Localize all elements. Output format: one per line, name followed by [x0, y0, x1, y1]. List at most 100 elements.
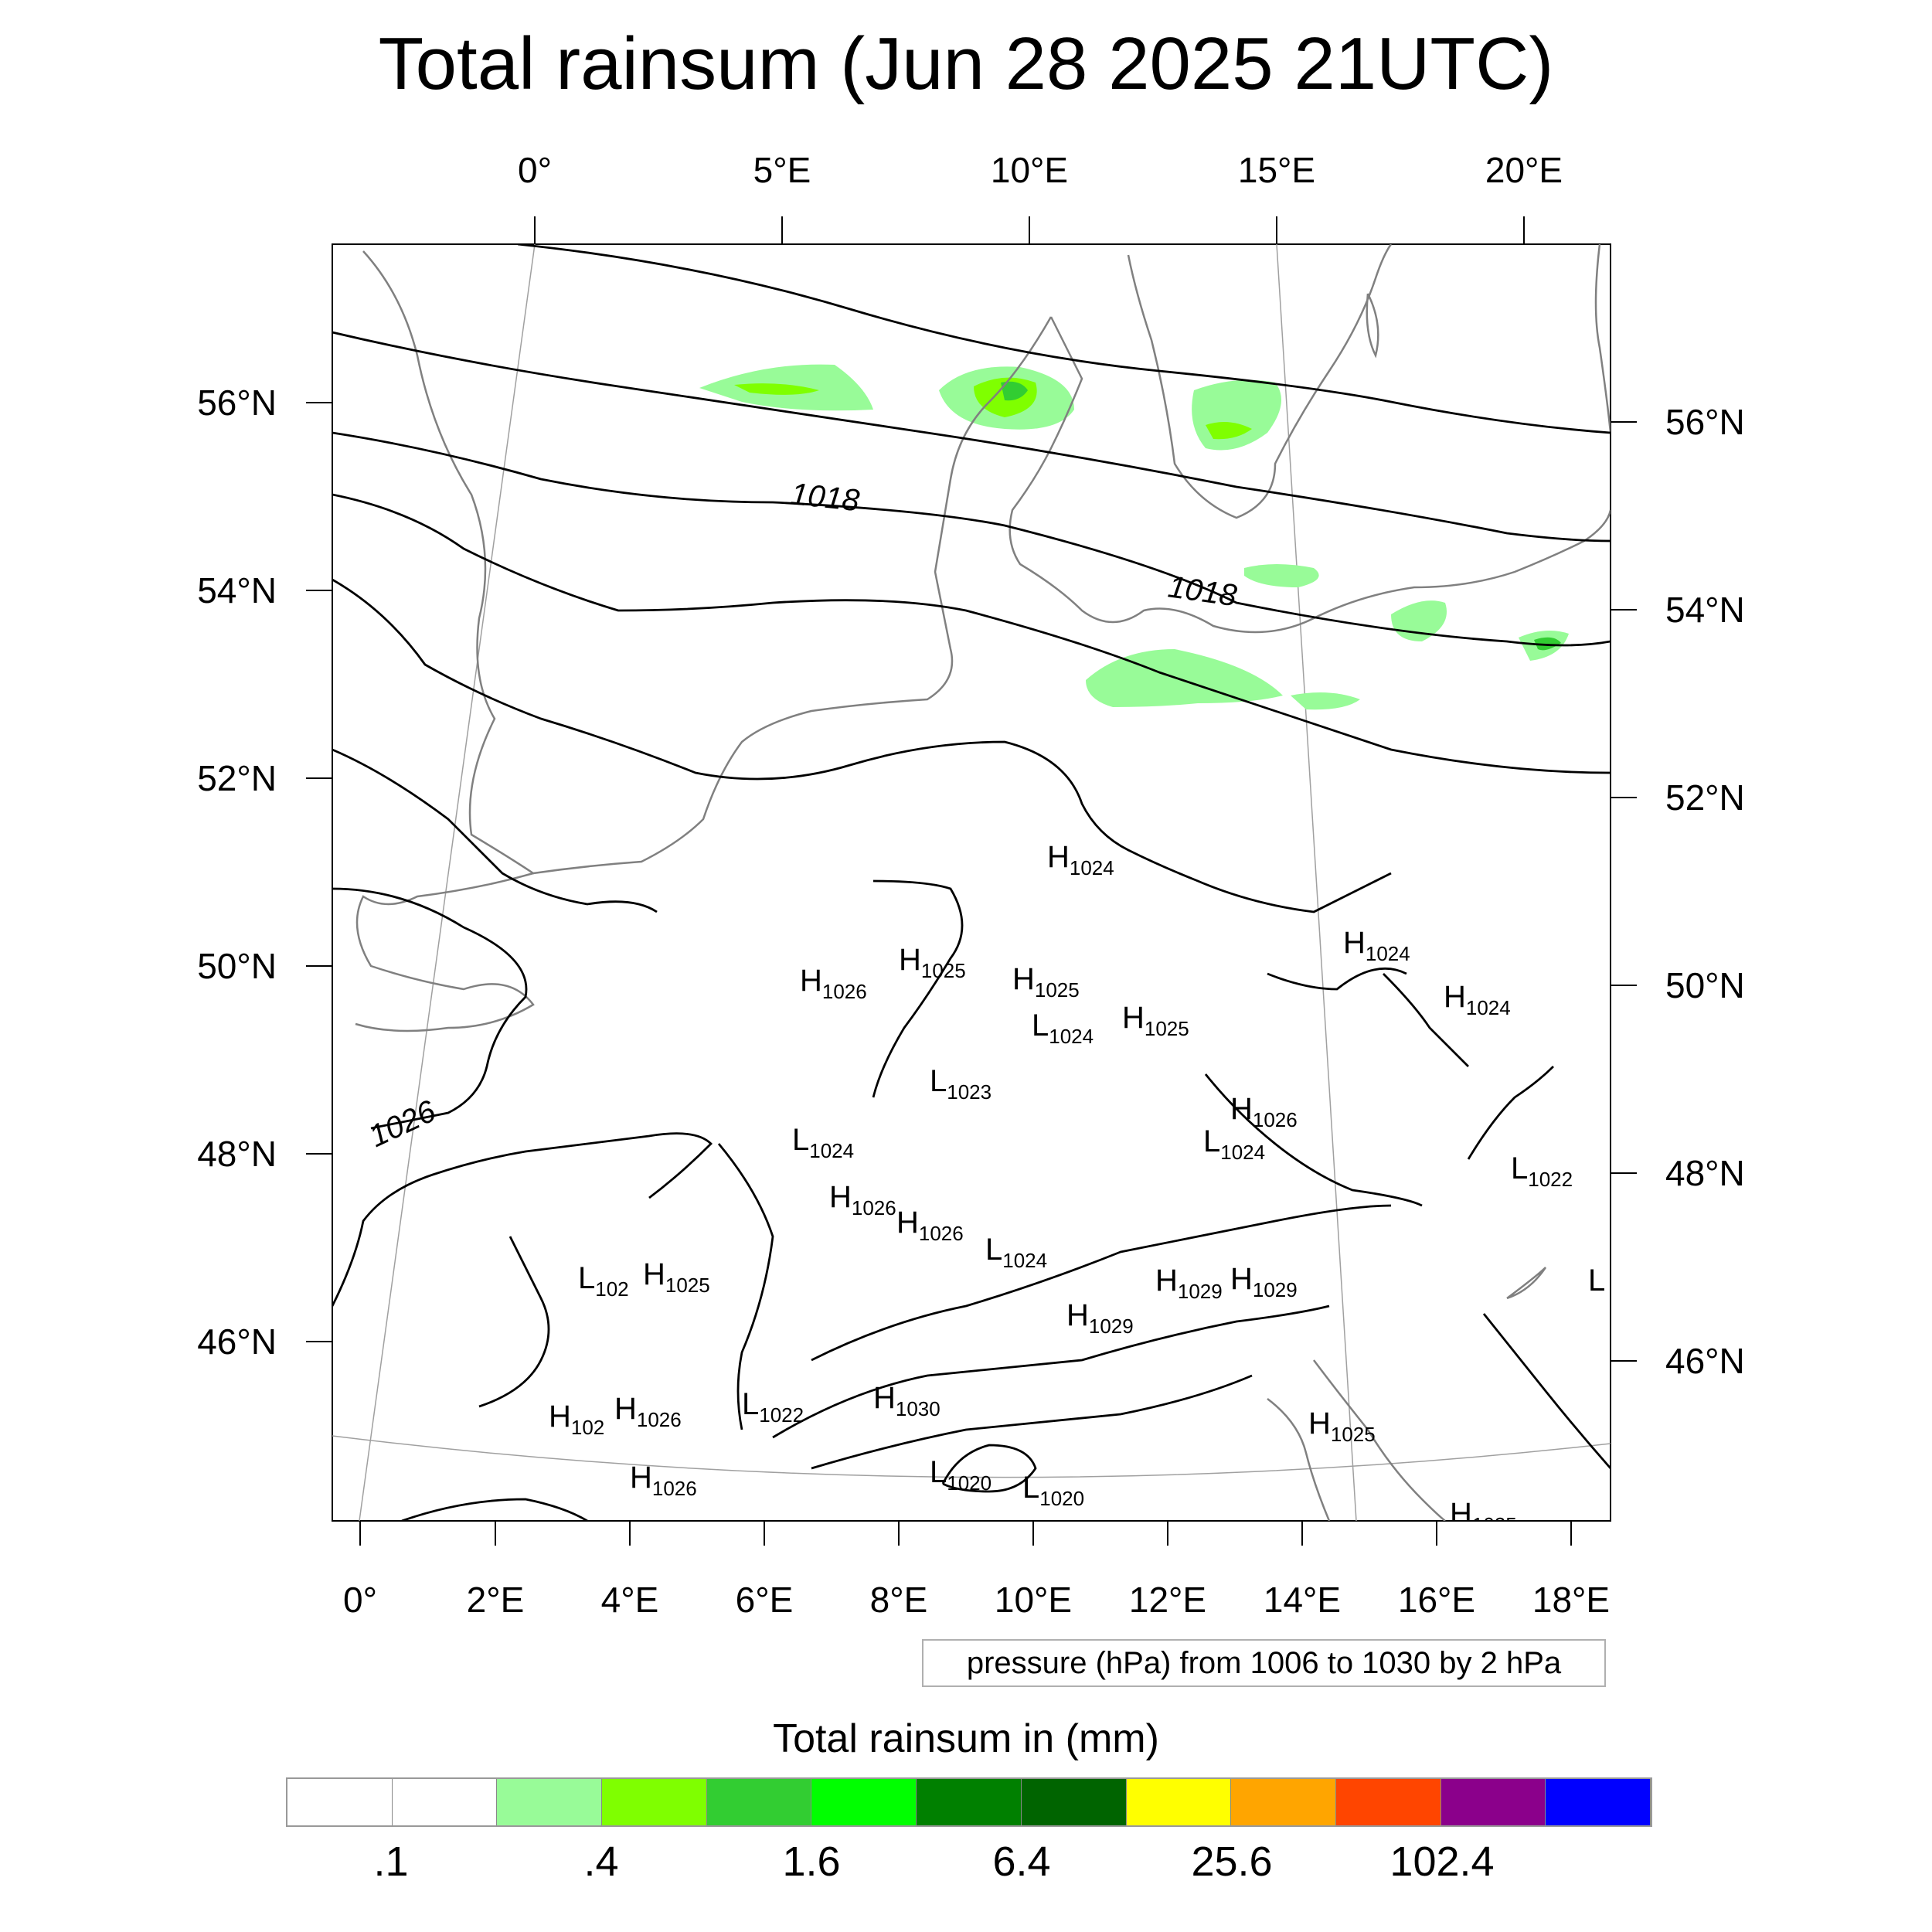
pressure-center: L1020 [1022, 1471, 1084, 1510]
bottom-tick-label: 6°E [736, 1580, 794, 1620]
pressure-center: L102 [578, 1261, 629, 1301]
pressure-center: H102 [549, 1400, 604, 1439]
colorbar-title: Total rainsum in (mm) [773, 1716, 1159, 1761]
bottom-tick-label: 14°E [1264, 1580, 1341, 1620]
isobar-1 [517, 244, 1611, 434]
colorbar-swatch [917, 1779, 1022, 1825]
bottom-tick-label: 16°E [1398, 1580, 1475, 1620]
pressure-center: H1025 [643, 1257, 710, 1297]
colorbar-swatch [706, 1779, 812, 1825]
bottom-tick-label: 4°E [601, 1580, 659, 1620]
isobars [332, 244, 1611, 1521]
coastlines [355, 244, 1611, 1521]
top-tick-label: 15°E [1238, 150, 1315, 190]
colorbar-label: 6.4 [992, 1838, 1051, 1885]
top-tick-label: 20°E [1485, 150, 1563, 190]
pressure-center: H1026 [800, 964, 867, 1003]
coast-adriatic-west [1267, 1398, 1331, 1521]
pressure-center: H1024 [1047, 840, 1114, 879]
isobar-5 [332, 578, 1392, 913]
colorbar-swatch [602, 1779, 707, 1825]
colorbar-label: .4 [583, 1838, 619, 1885]
colorbar-swatch [811, 1779, 917, 1825]
isobar-7 [332, 887, 528, 1130]
pressure-center: H1025 [1012, 962, 1080, 1002]
bottom-tick-label: 10°E [995, 1580, 1072, 1620]
left-tick-label: 52°N [197, 758, 277, 798]
coast-sweden [1127, 244, 1393, 519]
rain-areas [699, 364, 1569, 710]
left-tick-label: 56°N [197, 383, 277, 423]
pressure-center: L1020 [930, 1455, 992, 1495]
isobar-6 [332, 748, 658, 913]
coast-adriatic [1313, 1359, 1446, 1521]
coast-denmark-east [1009, 316, 1611, 634]
right-tick-label: 54°N [1665, 590, 1745, 630]
colorbar-swatch [1231, 1779, 1336, 1825]
isobar-16 [941, 1444, 1037, 1493]
isobar-3 [332, 431, 1611, 647]
pressure-center: H1026 [829, 1180, 896, 1219]
top-axis-labels: 0° 5°E 10°E 15°E 20°E [518, 150, 1563, 190]
pressure-center: H1025 [1122, 1001, 1189, 1040]
coast-gotland [1366, 293, 1379, 359]
isobar-19 [1467, 1066, 1554, 1160]
colorbar-label: 25.6 [1191, 1838, 1273, 1885]
isobar-11 [1267, 967, 1407, 991]
coast-baltic-east [1594, 244, 1611, 434]
isobar-9 [872, 879, 964, 1098]
isobar-21 [1204, 1073, 1423, 1207]
bottom-tick-label: 2°E [467, 1580, 525, 1620]
map-frame [332, 243, 1611, 1522]
pressure-center: H1030 [873, 1381, 940, 1420]
isobar-label: 1018 [789, 477, 862, 518]
pressure-center: L1024 [792, 1123, 854, 1162]
pressure-center: H1026 [1230, 1092, 1298, 1131]
isobar-12 [717, 1143, 774, 1430]
bottom-tick-label: 12°E [1129, 1580, 1206, 1620]
pressure-center: H1029 [1230, 1262, 1298, 1301]
rain-area-skane [1244, 564, 1319, 587]
left-axis-labels: 56°N 54°N 52°N 50°N 48°N 46°N [197, 383, 277, 1362]
colorbar [286, 1777, 1652, 1827]
colorbar-swatch [1546, 1779, 1651, 1825]
isobar-10 [1383, 973, 1469, 1067]
rain-area-jutland-heavy [1001, 381, 1028, 401]
isobar-13 [811, 1204, 1392, 1362]
pressure-center: H1024 [1444, 980, 1511, 1019]
colorbar-swatch [287, 1779, 393, 1825]
rain-area-sweden-core [1206, 422, 1252, 440]
isobar-20 [1482, 1313, 1611, 1469]
isobar-15 [811, 1374, 1253, 1470]
right-tick-label: 50°N [1665, 965, 1745, 1005]
coast-netherlands-belgium [532, 316, 1053, 875]
pressure-center: H1026 [630, 1461, 697, 1500]
pressure-center: H1026 [614, 1392, 682, 1431]
colorbar-swatch [1440, 1779, 1546, 1825]
left-tick-label: 48°N [197, 1134, 277, 1174]
left-tick-label: 50°N [197, 946, 277, 986]
pressure-center: L [1588, 1264, 1605, 1298]
colorbar-swatch [1126, 1779, 1232, 1825]
pressure-center: H1024 [1343, 926, 1410, 965]
pressure-center: H1025 [1450, 1497, 1517, 1536]
pressure-centers: H1024 H1024 H1024 H1026 H1025 H1025 L102… [549, 840, 1605, 1536]
colorbar-label: 102.4 [1389, 1838, 1495, 1885]
graticule [332, 244, 1611, 1521]
right-tick-label: 52°N [1665, 777, 1745, 818]
pressure-center: L1023 [930, 1064, 992, 1104]
bottom-tick-label: 8°E [870, 1580, 928, 1620]
pressure-center: H1025 [1308, 1406, 1376, 1446]
colorbar-label: .1 [373, 1838, 409, 1885]
top-tick-label: 10°E [991, 150, 1068, 190]
bottom-tick-label: 18°E [1532, 1580, 1610, 1620]
colorbar-swatch [1021, 1779, 1127, 1825]
isobar-4 [332, 493, 1611, 774]
coast-lake [1506, 1267, 1547, 1300]
isobar-18 [478, 1236, 550, 1408]
rain-area-east [1291, 692, 1360, 710]
isobar-17 [401, 1498, 588, 1521]
top-tick-label: 0° [518, 150, 552, 190]
left-tick-label: 54°N [197, 570, 277, 611]
